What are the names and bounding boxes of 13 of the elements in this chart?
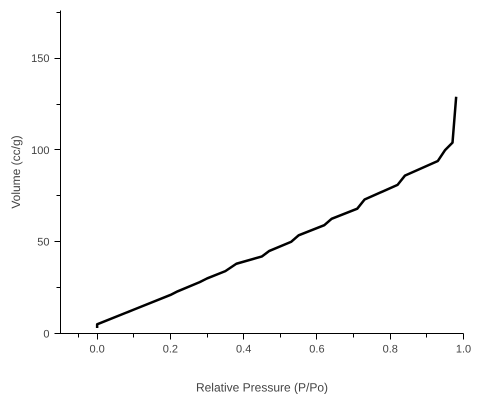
y-axis-title: Volume (cc/g) (9, 135, 24, 209)
y-tick-label: 100 (31, 144, 50, 157)
x-tick-label: 1.0 (456, 344, 472, 356)
x-axis-title: Relative Pressure (P/Po) (196, 380, 328, 394)
line-series (96, 96, 458, 330)
y-tick-label: 150 (31, 53, 50, 66)
x-tick-label: 0.4 (236, 344, 252, 356)
x-tick-label: 0.8 (382, 344, 398, 356)
x-tick-label: 0.6 (309, 344, 325, 356)
x-tick-label: 0.2 (162, 344, 178, 356)
x-tick-label: 0.0 (89, 344, 105, 356)
y-tick-label: 0 (43, 328, 50, 340)
y-tick-label: 50 (37, 236, 50, 249)
